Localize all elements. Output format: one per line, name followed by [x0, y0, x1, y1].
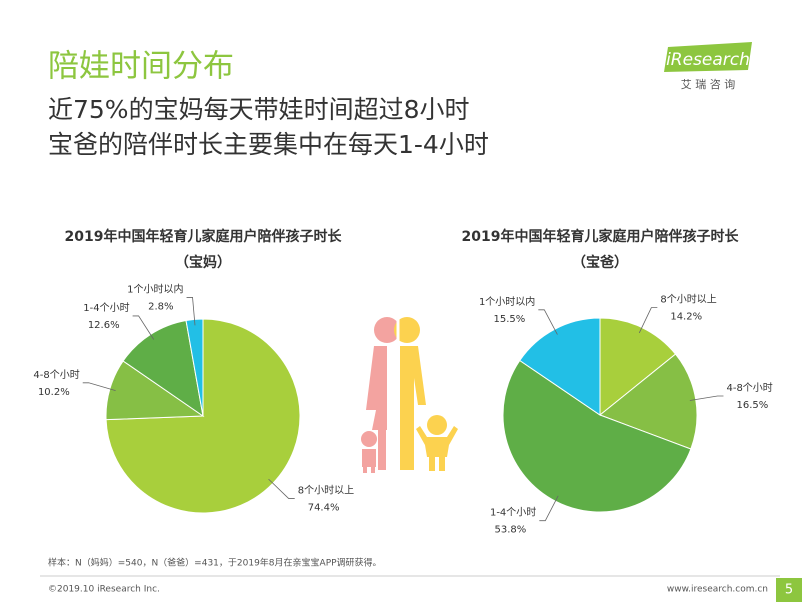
slice-value: 53.8%: [495, 525, 527, 536]
copyright: ©2019.10 iResearch Inc.: [48, 585, 160, 595]
slide-title: 陪娃时间分布: [48, 49, 234, 85]
leader-line: [689, 395, 724, 401]
slice-label: 1个小时以内: [479, 295, 535, 308]
slice-value: 74.4%: [308, 503, 340, 514]
subtitle: 近75%的宝妈每天带娃时间超过8小时: [48, 95, 469, 124]
footer-url: www.iresearch.com.cn: [667, 585, 768, 595]
slice-label: 1-4个小时: [490, 507, 536, 519]
slice-value: 2.8%: [148, 301, 173, 312]
chart-title: 2019年中国年轻育儿家庭用户陪伴孩子时长: [65, 228, 343, 245]
slice-label: 4-8个小时: [726, 382, 772, 394]
leader-line: [538, 309, 558, 335]
logo-tagline: 艾 瑞 咨 询: [681, 77, 736, 91]
logo-brand: iResearch: [666, 50, 750, 70]
chart-subtitle: （宝爸）: [572, 254, 628, 271]
note: 样本：N（妈妈）=540，N（爸爸）=431，于2019年8月在亲宝宝APP调研…: [48, 557, 382, 569]
slice-value: 12.6%: [88, 320, 120, 331]
chart-subtitle: （宝妈）: [175, 254, 231, 271]
page-number: 5: [785, 583, 793, 598]
leader-line: [82, 382, 116, 391]
family-icon: [361, 312, 458, 473]
slice-label: 1个小时以内: [127, 282, 183, 295]
page-badge: [776, 578, 802, 602]
leader-line: [638, 307, 658, 334]
slice-value: 16.5%: [736, 400, 768, 411]
leader-line: [132, 315, 155, 340]
slice-label: 4-8个小时: [33, 369, 79, 381]
slice-value: 15.5%: [494, 314, 526, 325]
slice-value: 10.2%: [38, 387, 70, 398]
slice-label: 8个小时以上: [660, 294, 716, 306]
logo-badge: [664, 42, 752, 72]
slice-value: 14.2%: [670, 312, 702, 323]
leader-line: [186, 297, 196, 326]
leader-line: [539, 495, 559, 522]
chart-title: 2019年中国年轻育儿家庭用户陪伴孩子时长: [462, 228, 740, 245]
slice-label: 1-4个小时: [83, 302, 129, 314]
subtitle: 宝爸的陪伴时长主要集中在每天1-4小时: [48, 130, 489, 159]
slice-label: 8个小时以上: [298, 485, 354, 497]
leader-line: [268, 478, 295, 499]
